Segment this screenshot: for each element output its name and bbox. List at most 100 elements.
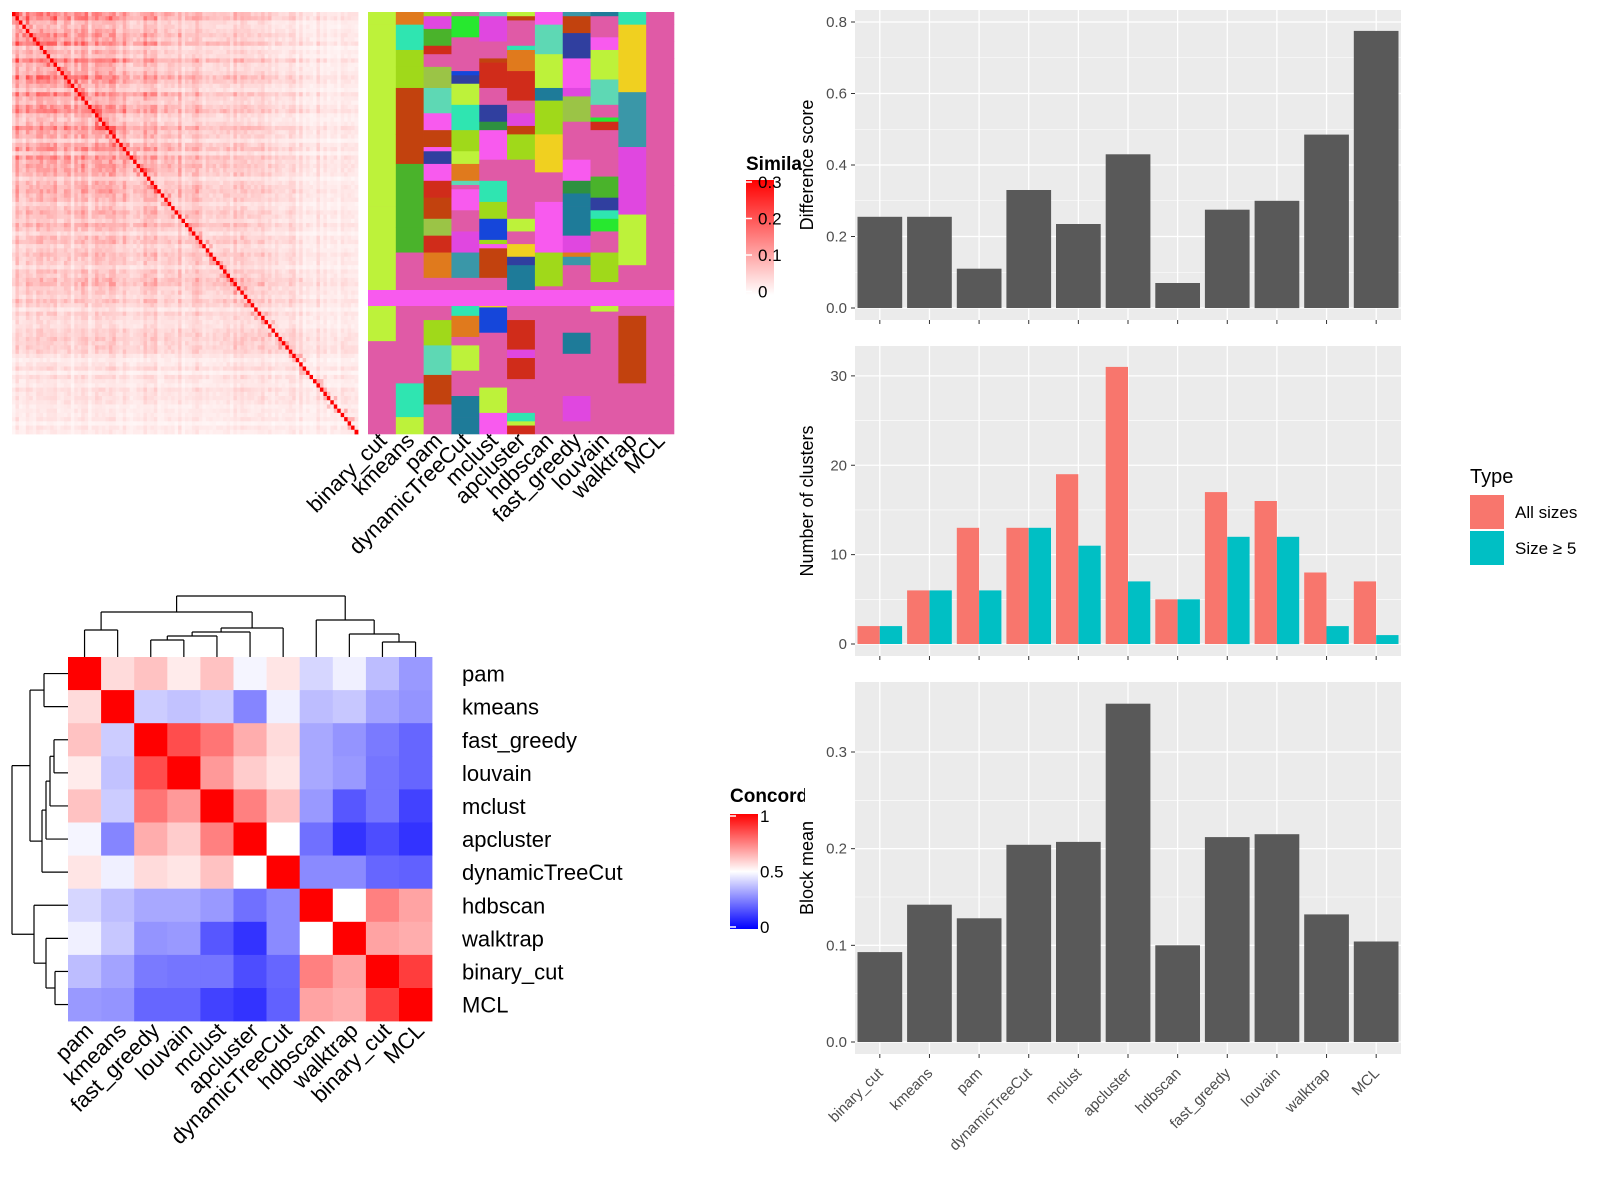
- similarity-cell: [174, 71, 179, 76]
- similarity-cell: [306, 92, 310, 97]
- similarity-cell: [46, 113, 51, 118]
- similarity-cell: [337, 20, 342, 26]
- similarity-cell: [229, 45, 234, 51]
- similarity-cell: [319, 138, 324, 144]
- similarity-cell: [140, 54, 144, 59]
- similarity-cell: [119, 109, 124, 114]
- similarity-cell: [36, 16, 41, 21]
- similarity-cell: [212, 54, 217, 59]
- similarity-cell: [22, 218, 27, 224]
- similarity-cell: [101, 134, 106, 139]
- similarity-cell: [292, 138, 297, 144]
- similarity-cell: [88, 130, 92, 135]
- similarity-cell: [36, 210, 41, 215]
- similarity-cell: [15, 41, 20, 47]
- similarity-cell: [39, 83, 44, 89]
- similarity-cell: [285, 168, 290, 173]
- similarity-cell: [140, 210, 144, 215]
- similarity-cell: [216, 16, 220, 21]
- similarity-cell: [264, 66, 269, 72]
- similarity-cell: [326, 134, 331, 139]
- similarity-cell: [295, 100, 300, 106]
- similarity-cell: [261, 176, 265, 182]
- similarity-cell: [32, 92, 37, 97]
- similarity-cell: [326, 159, 331, 165]
- similarity-cell: [223, 37, 227, 42]
- similarity-cell: [181, 168, 186, 173]
- similarity-cell: [337, 58, 342, 64]
- similarity-cell: [264, 172, 269, 177]
- similarity-cell: [292, 176, 297, 182]
- similarity-cell: [167, 201, 172, 207]
- similarity-cell: [46, 168, 51, 173]
- similarity-cell: [81, 113, 86, 118]
- similarity-cell: [133, 92, 137, 97]
- similarity-cell: [240, 172, 245, 177]
- similarity-cell: [278, 197, 283, 203]
- similarity-cell: [136, 151, 141, 156]
- similarity-cell: [340, 130, 345, 135]
- similarity-cell: [122, 142, 127, 148]
- similarity-cell: [330, 125, 335, 131]
- similarity-cell: [160, 163, 165, 169]
- similarity-cell: [70, 24, 75, 30]
- similarity-cell: [309, 168, 314, 173]
- similarity-cell: [25, 159, 30, 165]
- similarity-cell: [22, 159, 27, 165]
- similarity-cell: [60, 83, 65, 89]
- similarity-cell: [223, 180, 227, 186]
- similarity-cell: [70, 104, 75, 110]
- similarity-cell: [122, 12, 127, 17]
- similarity-cell: [309, 214, 314, 220]
- similarity-cell: [202, 79, 207, 85]
- similarity-cell: [119, 87, 124, 93]
- similarity-cell: [247, 49, 252, 55]
- similarity-cell: [198, 12, 203, 17]
- similarity-cell: [56, 134, 61, 139]
- similarity-cell: [77, 96, 82, 102]
- similarity-cell: [202, 49, 207, 55]
- similarity-cell: [309, 117, 314, 123]
- similarity-cell: [46, 83, 51, 89]
- similarity-cell: [22, 58, 27, 64]
- similarity-cell: [264, 185, 269, 190]
- similarity-cell: [105, 130, 110, 135]
- similarity-cell: [153, 79, 158, 85]
- similarity-cell: [29, 54, 34, 59]
- similarity-cell: [70, 12, 75, 17]
- similarity-cell: [56, 104, 61, 110]
- similarity-cell: [268, 20, 272, 26]
- similarity-cell: [299, 83, 304, 89]
- similarity-cell: [243, 134, 248, 139]
- similarity-cell: [74, 176, 79, 182]
- similarity-cell: [337, 79, 342, 85]
- similarity-cell: [39, 189, 44, 194]
- similarity-cell: [146, 134, 151, 139]
- similarity-cell: [164, 176, 169, 182]
- similarity-cell: [95, 62, 99, 68]
- similarity-cell: [226, 168, 231, 173]
- similarity-cell: [188, 176, 193, 182]
- similarity-cell: [91, 147, 96, 152]
- similarity-cell: [309, 121, 314, 127]
- similarity-cell: [219, 218, 224, 224]
- similarity-cell: [129, 33, 134, 38]
- similarity-cell: [105, 155, 110, 161]
- similarity-cell: [219, 151, 224, 156]
- similarity-cell: [119, 49, 124, 55]
- similarity-cell: [18, 83, 23, 89]
- similarity-cell: [39, 12, 44, 17]
- similarity-cell: [115, 147, 120, 152]
- similarity-cell: [146, 66, 151, 72]
- similarity-cell: [354, 12, 359, 17]
- similarity-cell: [91, 206, 96, 211]
- similarity-cell: [226, 20, 231, 26]
- similarity-cell: [105, 176, 110, 182]
- similarity-cell: [247, 109, 252, 114]
- similarity-cell: [119, 155, 124, 161]
- similarity-cell: [216, 176, 220, 182]
- similarity-cell: [337, 214, 342, 220]
- similarity-cell: [164, 201, 169, 207]
- similarity-cell: [198, 151, 203, 156]
- similarity-cell: [105, 75, 110, 80]
